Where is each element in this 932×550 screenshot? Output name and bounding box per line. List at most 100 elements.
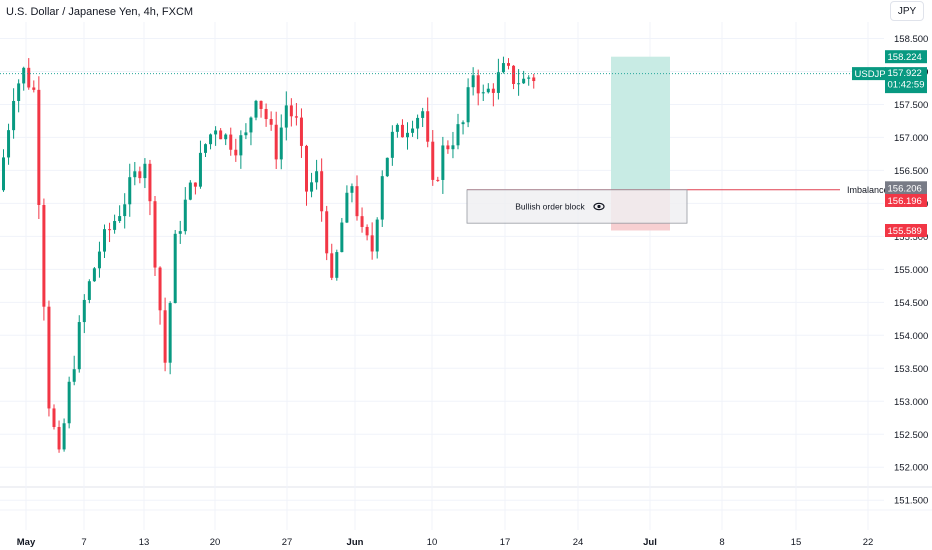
candle-body xyxy=(446,145,450,150)
candle-body xyxy=(27,67,31,88)
candle-body xyxy=(279,127,283,160)
candle-body xyxy=(481,92,485,94)
candle-body xyxy=(168,303,172,363)
candle-body xyxy=(113,221,117,230)
candles xyxy=(2,56,536,453)
candle-body xyxy=(380,176,384,220)
x-tick-label: Jul xyxy=(643,537,657,548)
candle-body xyxy=(214,130,218,135)
candle-body xyxy=(522,78,526,84)
candle-body xyxy=(456,124,460,146)
x-tick-label: 10 xyxy=(427,537,438,548)
y-tick-label: 155.000 xyxy=(894,265,928,276)
candle-body xyxy=(42,204,46,307)
y-tick-label: 156.500 xyxy=(894,166,928,177)
entry-price-tag-bg xyxy=(885,193,927,207)
order-block-label: Bullish order block xyxy=(515,201,585,211)
candle-body xyxy=(527,77,531,79)
candle-body xyxy=(315,171,319,183)
currency-button[interactable]: JPY xyxy=(890,1,924,21)
candle-body xyxy=(32,87,36,90)
candle-body xyxy=(17,83,21,101)
x-tick-label: 22 xyxy=(863,537,874,548)
y-tick-label: 153.500 xyxy=(894,364,928,375)
candle-body xyxy=(158,267,162,311)
candle-body xyxy=(375,219,379,252)
candle-body xyxy=(82,299,86,323)
candle-body xyxy=(350,186,354,193)
time-axis[interactable]: May 7 13 20 27 Jun 10 17 24 Jul 8 15 22 xyxy=(17,537,874,548)
candle-body xyxy=(143,163,147,179)
x-tick-label: 13 xyxy=(139,537,150,548)
candle-body xyxy=(138,171,142,179)
candle-body xyxy=(365,226,369,236)
candle-body xyxy=(340,222,344,253)
y-tick-label: 158.500 xyxy=(894,34,928,45)
price-axis[interactable]: 158.500158.000157.500157.000156.500156.0… xyxy=(894,34,928,507)
candle-body xyxy=(249,117,253,133)
candle-body xyxy=(264,108,268,120)
candle-body xyxy=(461,122,465,125)
candle-body xyxy=(496,72,500,93)
order-block xyxy=(466,189,688,224)
candle-body xyxy=(173,233,177,304)
candle-body xyxy=(37,89,41,205)
candle-body xyxy=(466,87,470,123)
stop-price-tag-bg xyxy=(885,224,927,238)
candle-body xyxy=(92,268,96,282)
candle-body xyxy=(108,229,112,231)
x-tick-label: 24 xyxy=(573,537,584,548)
candle-body xyxy=(330,253,334,278)
candle-body xyxy=(153,201,157,268)
candle-body xyxy=(148,163,152,202)
candle-body xyxy=(501,63,505,73)
candle-body xyxy=(77,322,81,370)
entry-price-tag: 156.196 xyxy=(888,196,922,207)
candle-body xyxy=(284,105,288,128)
candle-body xyxy=(406,132,409,138)
y-tick-label: 155.500 xyxy=(894,232,928,243)
y-tick-label: 153.000 xyxy=(894,397,928,408)
candle-body xyxy=(123,204,127,217)
target-price-tag: 158.224 xyxy=(888,52,922,63)
y-tick-label: 157.500 xyxy=(894,100,928,111)
candle-body xyxy=(178,231,182,234)
overlays: Imbalance Bullish order block xyxy=(0,73,889,224)
candle-body xyxy=(370,235,374,252)
candle-body xyxy=(103,229,106,252)
symbol-tag-bg xyxy=(852,67,886,81)
candle-body xyxy=(2,157,5,191)
x-tick-label: May xyxy=(17,537,36,548)
candle-body xyxy=(320,171,324,212)
candle-body xyxy=(431,141,435,180)
candle-body xyxy=(62,423,66,450)
candle-body xyxy=(193,182,197,187)
candle-body xyxy=(345,192,349,223)
candle-body xyxy=(163,310,167,363)
eye-icon xyxy=(593,202,605,211)
candle-body xyxy=(441,145,445,180)
imbalance-label: Imbalance xyxy=(847,185,889,195)
candle-body xyxy=(436,179,440,181)
candle-body xyxy=(294,116,298,118)
candle-body xyxy=(224,134,228,140)
candle-body xyxy=(128,177,132,205)
candle-body xyxy=(476,75,480,94)
candle-body xyxy=(188,182,192,200)
x-tick-label: 15 xyxy=(791,537,802,548)
x-tick-label: Jun xyxy=(347,537,364,548)
candle-body xyxy=(532,77,536,82)
target-zone xyxy=(611,56,670,191)
candle-body xyxy=(22,67,26,84)
chart-title: U.S. Dollar / Japanese Yen, 4h, FXCM xyxy=(6,6,194,18)
countdown-tag: 01:42:59 xyxy=(888,80,925,91)
candle-body xyxy=(289,105,293,117)
x-tick-label: 17 xyxy=(500,537,511,548)
candle-body xyxy=(67,381,71,424)
candle-body xyxy=(209,134,213,145)
candle-body xyxy=(204,144,207,153)
candle-body xyxy=(183,199,187,232)
candle-body xyxy=(47,306,51,409)
candle-body xyxy=(395,124,399,132)
